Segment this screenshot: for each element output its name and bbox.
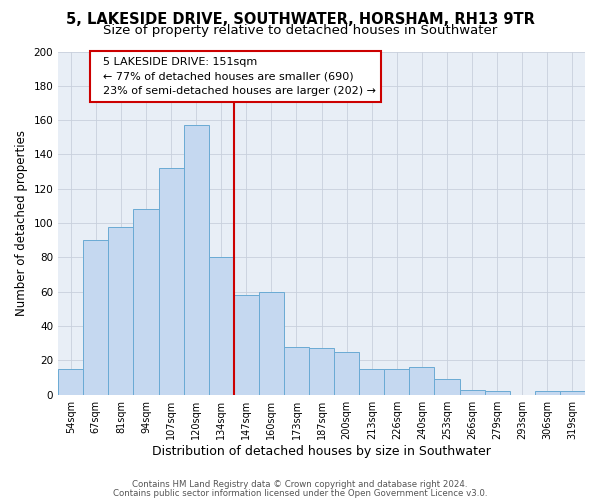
Bar xyxy=(334,352,359,395)
Bar xyxy=(158,168,184,394)
Text: Contains public sector information licensed under the Open Government Licence v3: Contains public sector information licen… xyxy=(113,488,487,498)
Bar xyxy=(309,348,334,395)
Bar xyxy=(284,346,309,395)
Bar xyxy=(83,240,109,394)
Text: Contains HM Land Registry data © Crown copyright and database right 2024.: Contains HM Land Registry data © Crown c… xyxy=(132,480,468,489)
Y-axis label: Number of detached properties: Number of detached properties xyxy=(15,130,28,316)
Bar xyxy=(109,226,133,394)
Bar xyxy=(359,369,385,394)
Bar xyxy=(209,258,234,394)
Bar xyxy=(234,295,259,394)
Bar xyxy=(560,392,585,394)
Bar xyxy=(460,390,485,394)
X-axis label: Distribution of detached houses by size in Southwater: Distribution of detached houses by size … xyxy=(152,444,491,458)
Bar xyxy=(434,380,460,394)
Bar xyxy=(133,210,158,394)
Text: 5 LAKESIDE DRIVE: 151sqm
  ← 77% of detached houses are smaller (690)
  23% of s: 5 LAKESIDE DRIVE: 151sqm ← 77% of detach… xyxy=(96,56,376,96)
Text: Size of property relative to detached houses in Southwater: Size of property relative to detached ho… xyxy=(103,24,497,37)
Bar xyxy=(184,126,209,394)
Bar xyxy=(385,369,409,394)
Bar xyxy=(409,368,434,394)
Bar xyxy=(535,392,560,394)
Bar xyxy=(485,392,510,394)
Bar xyxy=(58,369,83,394)
Text: 5, LAKESIDE DRIVE, SOUTHWATER, HORSHAM, RH13 9TR: 5, LAKESIDE DRIVE, SOUTHWATER, HORSHAM, … xyxy=(65,12,535,28)
Bar xyxy=(259,292,284,395)
